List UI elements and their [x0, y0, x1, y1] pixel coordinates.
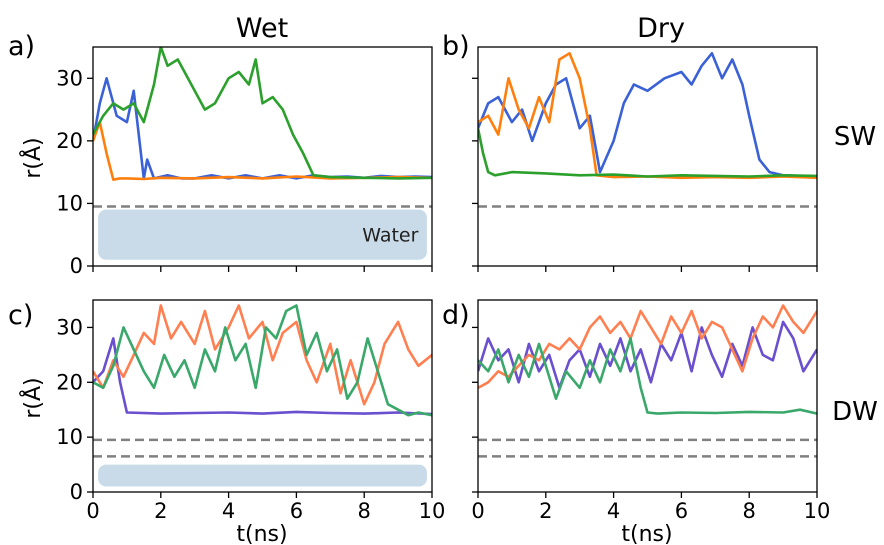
series-line-2	[93, 304, 432, 417]
series-line-1	[93, 304, 432, 406]
x-tick-label: 4	[222, 499, 235, 523]
series-line-0	[478, 51, 817, 178]
water-region	[98, 209, 427, 260]
y-tick-label: 10	[56, 425, 83, 449]
series-line-2	[93, 47, 432, 180]
row-label-dw: DW	[832, 397, 878, 427]
panel-label-d: d)	[442, 300, 470, 331]
series-line-2	[478, 128, 817, 178]
panel-label-b: b)	[442, 31, 470, 62]
series-line-2	[478, 337, 817, 415]
y-tick-label: 10	[56, 191, 83, 215]
x-tick-label: 8	[358, 499, 371, 523]
panel-b	[472, 46, 818, 272]
series-group	[478, 51, 817, 180]
y-tick-label: 0	[70, 480, 83, 504]
series-line-0	[93, 337, 432, 416]
x-tick-label: 0	[471, 499, 484, 523]
y-axis-label-bottom: r(Å)	[19, 377, 46, 418]
x-axis-label-left: t(ns)	[236, 522, 287, 545]
series-group	[93, 304, 432, 417]
y-axis-label-top: r(Å)	[19, 137, 46, 178]
x-tick-label: 4	[607, 499, 620, 523]
x-tick-label: 10	[804, 499, 831, 523]
x-axis-label-right: t(ns)	[621, 522, 672, 545]
panel-d: 0 2 4 6 8 10	[471, 299, 831, 523]
y-tick-label: 30	[56, 315, 83, 339]
column-title-dry: Dry	[637, 13, 685, 44]
row-label-sw: SW	[834, 122, 876, 152]
axes-frame	[92, 46, 433, 267]
panel-a: Water 0 10 20 30	[56, 46, 433, 278]
y-tick-label: 20	[56, 370, 83, 394]
column-title-wet: Wet	[236, 13, 288, 44]
panel-c: 0 2 4 6 8 10 0 10 20 30	[56, 299, 446, 523]
x-tick-label: 8	[743, 499, 756, 523]
x-tick-label: 10	[419, 499, 446, 523]
y-tick-label: 30	[56, 66, 83, 90]
axes-frame	[477, 299, 818, 493]
x-tick-label: 6	[675, 499, 688, 523]
series-line-1	[478, 51, 817, 180]
series-line-0	[93, 77, 432, 180]
series-group	[93, 47, 432, 181]
x-tick-label: 2	[539, 499, 552, 523]
water-label: Water	[362, 225, 418, 247]
axes-frame	[92, 299, 433, 493]
x-tick-label: 2	[154, 499, 167, 523]
y-tick-label: 0	[70, 254, 83, 278]
series-group	[478, 304, 817, 415]
y-tick-label: 20	[56, 129, 83, 153]
x-tick-label: 0	[86, 499, 99, 523]
panel-label-a: a)	[8, 31, 35, 62]
x-tick-label: 6	[290, 499, 303, 523]
panels-group: Water 0 10 20 30 0 2 4 6 8 10 0 10 20 30 0 2 4 6 8 10	[56, 46, 831, 523]
water-region	[98, 464, 427, 487]
axes-frame	[477, 46, 818, 267]
panel-label-c: c)	[8, 300, 33, 331]
